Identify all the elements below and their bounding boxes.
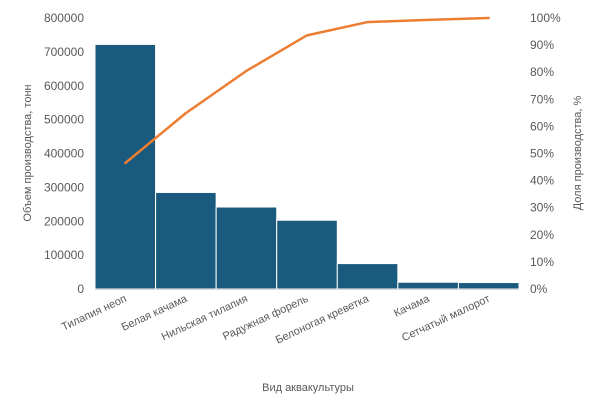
y-tick-label-right: 40% [530, 174, 554, 188]
bar-5 [336, 263, 399, 290]
y-tick-label-left: 800000 [44, 11, 84, 25]
left-tick-labels: 0 100000 200000 300000 400000 500000 600000 700… [44, 11, 84, 296]
y-tick-label-left: 500000 [44, 113, 84, 127]
y-axis-title-right: Доля производства, % [572, 96, 584, 211]
y-tick-label-right: 30% [530, 201, 554, 215]
bar-2 [155, 191, 217, 290]
y-tick-label-right: 20% [530, 228, 554, 242]
bar-7 [457, 282, 520, 290]
y-axis-title-left: Объем производства, тонн [22, 84, 34, 221]
y-tick-label-right: 10% [530, 255, 554, 269]
x-axis-title: Вид аквакультуры [262, 382, 354, 394]
y-tick-label-right: 100% [530, 11, 561, 25]
y-tick-label-left: 200000 [44, 214, 84, 228]
y-tick-label-right: 60% [530, 119, 554, 133]
y-tick-label-right: 70% [530, 92, 554, 106]
x-tick-label: Качама [392, 292, 432, 319]
y-tick-label-right: 50% [530, 147, 554, 161]
y-tick-label-right: 80% [530, 65, 554, 79]
y-tick-label-right: 0% [530, 282, 548, 296]
cumulative-line-layer [124, 16, 490, 165]
y-tick-label-left: 0 [77, 282, 84, 296]
y-tick-label-left: 100000 [44, 248, 84, 262]
y-tick-label-left: 700000 [44, 45, 84, 59]
bar-3 [215, 206, 278, 290]
cumulative-share-line [124, 16, 490, 165]
bar-1 [94, 43, 157, 290]
bar-4 [276, 219, 338, 290]
y-tick-label-left: 300000 [44, 180, 84, 194]
right-tick-labels: 0% 10% 20% 30% 40% 50% 60% 70% 80% 90% 100% [530, 11, 561, 296]
bar-6 [397, 281, 459, 290]
x-tick-label: Тилапия неоп [60, 293, 129, 334]
y-tick-label-left: 400000 [44, 147, 84, 161]
y-tick-label-left: 600000 [44, 79, 84, 93]
bars-layer [94, 43, 520, 290]
y-tick-label-right: 90% [530, 38, 554, 52]
